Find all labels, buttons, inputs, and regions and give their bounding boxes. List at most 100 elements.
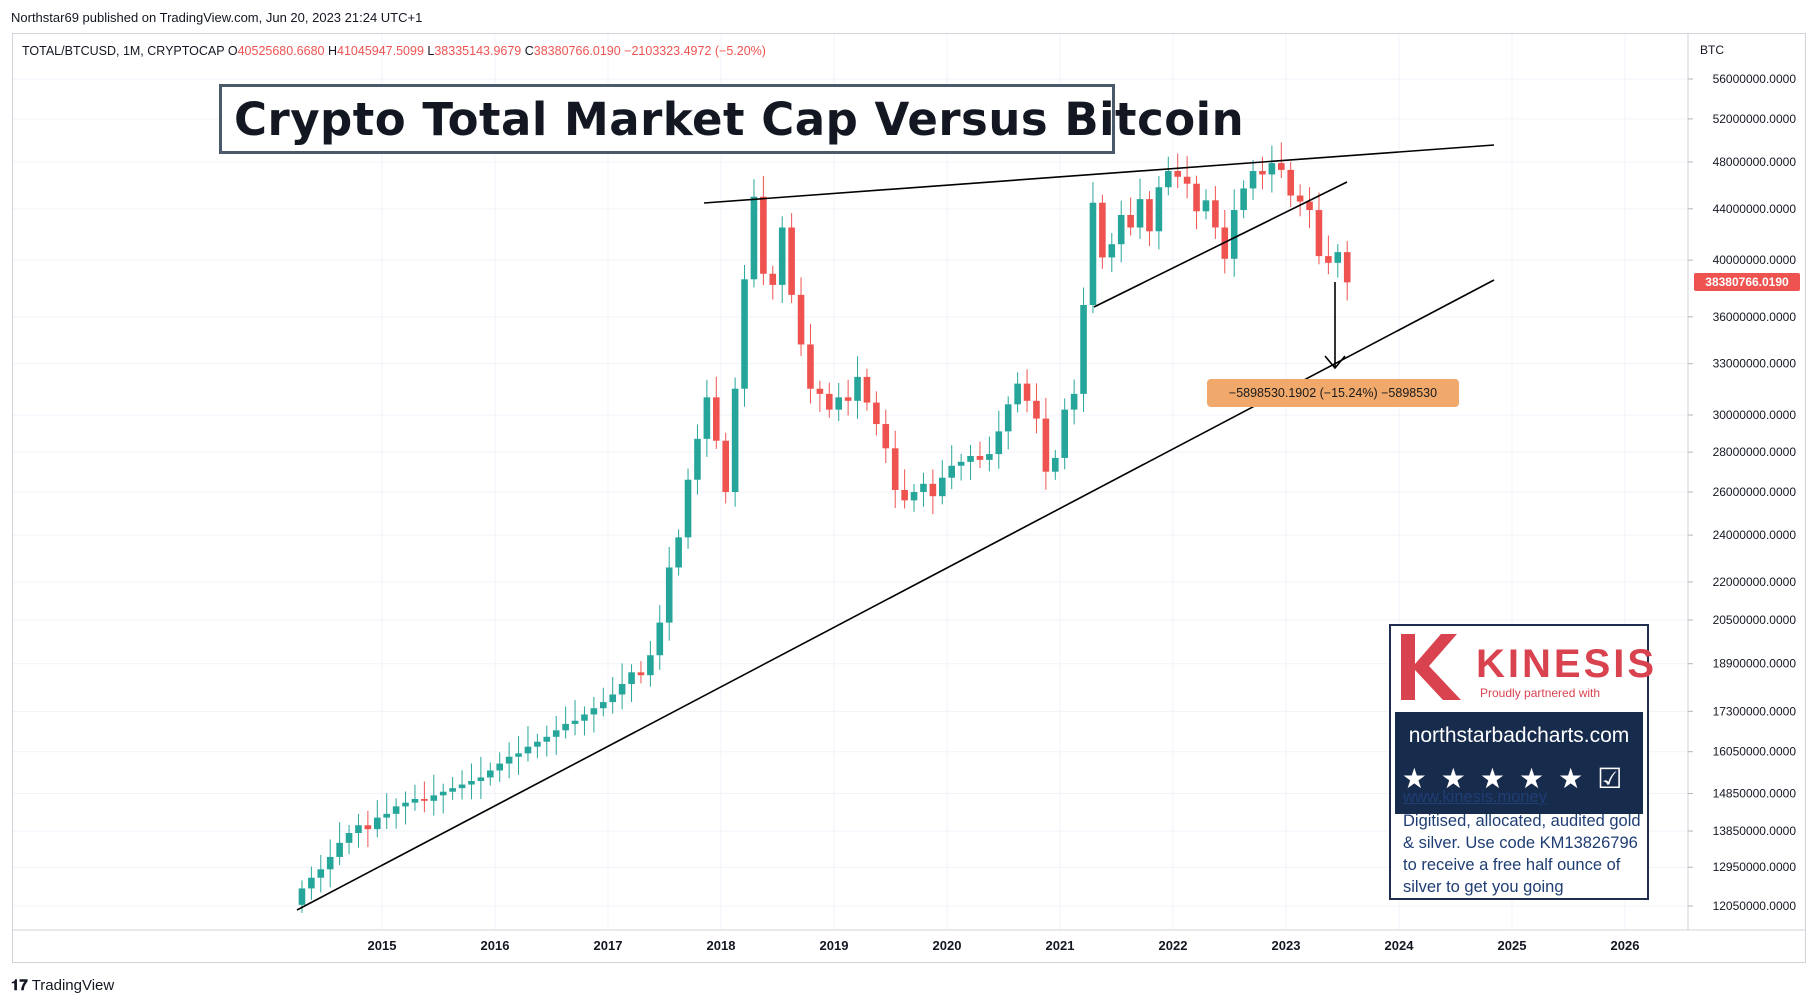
high-label: H [327,44,338,58]
candle-body [760,196,767,274]
y-tick-label: 36000000.0000 [1713,310,1797,324]
candle-body [957,461,965,466]
y-tick-label: 16050000.0000 [1713,745,1797,759]
y-tick-label: 12050000.0000 [1713,899,1797,913]
y-tick-label: 48000000.0000 [1713,155,1797,169]
candle-body [703,397,711,439]
candle-body [308,877,315,889]
candle-body [336,842,343,857]
candle-body [1212,200,1219,228]
candle-body [1230,210,1238,259]
symbol-name: TOTAL/BTCUSD, 1M, CRYPTOCAP [22,44,225,58]
candle-body [552,730,560,737]
candle-body [590,708,598,715]
candle-body [515,753,522,757]
candle-body [505,756,513,764]
y-tick-label: 28000000.0000 [1713,445,1797,459]
candle-body [873,402,880,425]
candle-body [543,736,551,742]
candle-body [1080,305,1087,394]
candle-body [929,483,937,497]
candle-body [1155,187,1163,232]
x-tick-label: 2015 [368,938,397,953]
y-tick-label: 40000000.0000 [1713,253,1797,267]
candle-body [1334,252,1342,263]
candle-body [986,454,993,460]
tradingview-footer[interactable]: 𝟏𝟕 TradingView [11,977,114,994]
candle-body [1014,383,1021,405]
candle-body [317,869,325,878]
candle-body [1164,171,1172,188]
candle-body [741,279,748,389]
candle-body [599,702,607,709]
candle-body [807,344,814,389]
candle-body [722,440,730,493]
candle-body [1004,404,1012,432]
candle-body [628,672,635,685]
kinesis-site: northstarbadcharts.com [1408,724,1630,747]
candle-body [392,806,400,814]
candle-body [1117,214,1125,245]
candle-body [694,438,701,480]
candle-body [1183,176,1191,184]
trendline [1093,181,1348,308]
y-tick-label: 12950000.0000 [1713,860,1797,874]
chart-frame [12,33,1806,963]
candle-body [1146,199,1153,232]
y-tick-label: 24000000.0000 [1713,528,1797,542]
candle-body [731,388,739,493]
candle-body [618,684,626,695]
candle-body [778,227,786,285]
candle-body [825,393,833,410]
x-tick-label: 2022 [1159,938,1188,953]
y-tick-label: 14850000.0000 [1713,787,1797,801]
candle-body [684,479,692,538]
candle-body [863,376,871,403]
candle-body [524,746,532,754]
candle-body [364,825,372,830]
candle-body [486,770,494,778]
kinesis-link[interactable]: www.kinesis.money [1403,788,1547,806]
y-tick-label: 13850000.0000 [1713,824,1797,838]
candle-body [882,424,890,449]
candle-body [1042,418,1050,472]
x-tick-label: 2025 [1498,938,1527,953]
candle-body [750,196,758,280]
candle-body [1259,171,1266,175]
high-value: 41045947.5099 [337,44,424,58]
candle-body [326,856,334,870]
kinesis-tagline: Proudly partnered with [1480,686,1601,700]
tradingview-logo-icon: 𝟏𝟕 [11,977,28,994]
candle-body [1033,400,1040,419]
candle-body [967,455,974,462]
candle-body [1268,163,1276,175]
star-rating-icon: ★★★★★☑ [1401,763,1637,794]
candle-body [468,780,475,785]
candle-body [938,477,946,497]
candle-body [430,795,438,801]
y-tick-label: 20500000.0000 [1713,613,1797,627]
candle-body [449,788,456,792]
candle-body [948,465,956,478]
candle-body [421,798,428,801]
tradingview-name: TradingView [31,977,115,994]
kinesis-ad[interactable]: KINESIS Proudly partnered with northstar… [1389,624,1654,900]
candle-body [609,694,617,703]
y-tick-label: 30000000.0000 [1713,408,1797,422]
candle-body [675,537,682,568]
candle-body [562,723,569,731]
chart-title: Crypto Total Market Cap Versus Bitcoin [234,93,1245,146]
kinesis-description: Digitised, allocated, audited gold & sil… [1403,812,1641,896]
candle-body [411,798,419,803]
candle-body [647,655,654,676]
close-value: 38380766.0190 [533,44,621,58]
candle-body [571,720,579,724]
x-tick-label: 2018 [707,938,736,953]
y-tick-label: 17300000.0000 [1713,704,1797,718]
candle-body [1343,252,1351,283]
candle-body [1051,457,1059,472]
publisher-line: Northstar69 published on TradingView.com… [11,10,423,25]
symbol-ohlc-line: TOTAL/BTCUSD, 1M, CRYPTOCAP O40525680.66… [22,44,766,58]
candle-body [665,567,673,623]
